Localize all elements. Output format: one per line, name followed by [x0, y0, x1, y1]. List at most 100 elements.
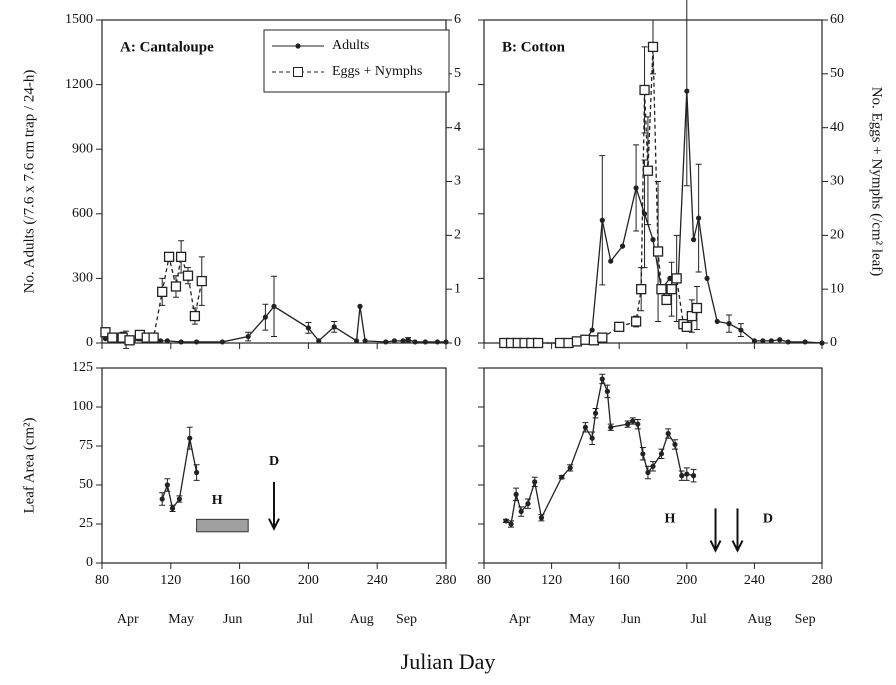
annotation: H: [212, 493, 223, 508]
marker: [704, 275, 710, 281]
month-label: Aug: [350, 612, 374, 627]
month-label: May: [168, 612, 194, 627]
marker: [571, 336, 583, 347]
marker: [768, 338, 774, 344]
plot-frame: [101, 367, 447, 564]
marker: [567, 465, 573, 471]
month-label: Apr: [509, 612, 531, 627]
y2-tick-label: 50: [830, 66, 844, 81]
y-tick-label: 1200: [65, 77, 93, 92]
marker: [513, 491, 519, 497]
y2-tick-label: 4: [454, 120, 461, 135]
marker: [691, 302, 703, 314]
marker: [684, 88, 690, 94]
y2-axis-label: No. Eggs + Nymphs (/cm² leaf): [869, 87, 885, 277]
x-tick-label: 80: [477, 573, 491, 588]
y2-tick-label: 40: [830, 120, 844, 135]
y2-tick-label: 10: [830, 281, 844, 296]
marker: [525, 501, 531, 507]
marker: [124, 335, 135, 346]
marker: [362, 338, 368, 344]
marker: [641, 211, 648, 217]
marker: [658, 451, 665, 457]
marker: [503, 518, 509, 524]
series-line: [505, 376, 694, 526]
legend-marker: [295, 43, 301, 49]
legend-label: Eggs + Nymphs: [332, 64, 422, 79]
marker: [422, 339, 428, 345]
marker: [538, 515, 545, 521]
y2-tick-label: 20: [830, 228, 844, 243]
marker: [738, 327, 744, 333]
marker: [580, 334, 591, 345]
marker: [148, 332, 159, 343]
x-tick-label: 280: [812, 573, 833, 588]
marker: [614, 321, 625, 333]
marker: [412, 339, 418, 345]
marker: [633, 185, 639, 191]
marker: [383, 339, 389, 345]
y-tick-label: 0: [86, 335, 93, 350]
marker: [785, 339, 791, 345]
marker: [592, 410, 599, 416]
marker: [554, 337, 566, 349]
marker: [357, 303, 363, 309]
marker: [391, 338, 397, 344]
marker: [819, 340, 825, 346]
marker: [170, 281, 182, 292]
marker: [563, 337, 574, 349]
marker: [589, 327, 595, 333]
arrow-head: [731, 540, 744, 553]
month-label: Jul: [690, 612, 706, 627]
marker: [714, 318, 720, 325]
marker: [163, 251, 175, 263]
x-tick-label: 120: [541, 573, 562, 588]
marker: [661, 294, 672, 306]
marker: [582, 424, 589, 430]
y2-tick-label: 6: [454, 12, 461, 27]
y-tick-label: 100: [72, 399, 93, 414]
marker: [189, 310, 201, 322]
y2-tick-label: 30: [830, 174, 844, 189]
plot-frame: [483, 367, 823, 564]
marker: [672, 441, 678, 448]
marker: [636, 284, 647, 295]
x-axis-label: Julian Day: [401, 649, 496, 674]
month-label: Jul: [297, 612, 313, 627]
series-line: [504, 91, 823, 344]
y-tick-label: 25: [79, 516, 93, 531]
marker: [630, 316, 642, 327]
marker: [164, 482, 170, 488]
marker: [443, 339, 449, 345]
marker: [681, 321, 692, 333]
marker: [599, 376, 605, 382]
marker: [316, 338, 322, 344]
y-tick-label: 0: [86, 555, 93, 570]
harvest-bar: [196, 518, 249, 533]
y-tick-label: 125: [72, 360, 93, 375]
marker: [726, 321, 732, 327]
y-tick-label: 900: [72, 141, 93, 156]
y2-tick-label: 2: [454, 228, 461, 243]
y2-tick-label: 0: [830, 335, 837, 350]
x-tick-label: 160: [229, 573, 250, 588]
marker: [802, 339, 808, 345]
marker: [434, 339, 440, 345]
marker: [400, 338, 406, 344]
marker: [619, 243, 626, 249]
marker: [405, 337, 411, 343]
marker: [656, 284, 667, 295]
y-tick-label: 300: [72, 271, 93, 286]
arrow-head: [709, 540, 722, 553]
y-axis-label: No. Adults (/7.6 x 7.6 cm trap / 24-h): [21, 70, 37, 294]
marker: [690, 237, 697, 243]
marker: [178, 339, 184, 345]
marker: [635, 421, 641, 427]
marker: [194, 339, 200, 345]
marker: [777, 337, 783, 343]
month-label: Jun: [223, 612, 242, 627]
x-tick-label: 240: [367, 573, 388, 588]
x-tick-label: 240: [744, 573, 765, 588]
marker: [157, 286, 168, 298]
annotation: D: [269, 454, 279, 469]
